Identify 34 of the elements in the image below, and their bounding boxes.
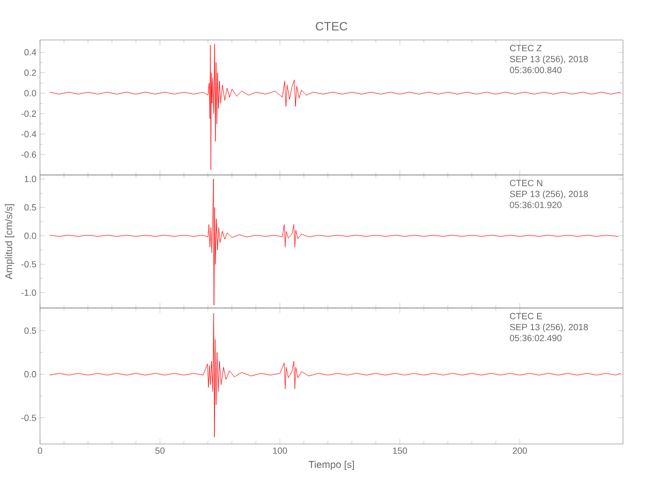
y-tick-label: 1.0	[24, 176, 36, 182]
y-tick-label: -0.5	[21, 261, 36, 268]
annotation: SEP 13 (256), 2018	[510, 324, 588, 332]
y-tick-label: 0.0	[24, 232, 36, 239]
y-tick-label: -0.6	[21, 151, 36, 158]
y-axis-title: Amplitud [cm/s/s]	[4, 204, 14, 280]
x-tick-label: 0	[38, 448, 42, 454]
x-tick-label: 100	[273, 448, 288, 454]
annotation: SEP 13 (256), 2018	[510, 56, 588, 64]
y-tick-label: 0.0	[24, 90, 36, 96]
x-tick-label: 150	[393, 448, 408, 454]
y-tick-label: 0.5	[24, 204, 36, 211]
x-tick-label: 200	[512, 448, 527, 454]
y-tick-label: 0.0	[24, 371, 36, 378]
x-axis-title: Tiempo [s]	[308, 460, 354, 470]
line-series	[49, 178, 618, 306]
annotation: CTEC Z	[510, 44, 542, 52]
line-series	[49, 44, 621, 170]
y-tick-label: 0.4	[24, 49, 36, 56]
annotation: CTEC N	[510, 180, 542, 186]
line-series	[49, 312, 621, 438]
y-tick-label: -0.4	[21, 130, 36, 138]
y-tick-label: -0.5	[21, 414, 36, 422]
x-tick-label: 50	[155, 448, 165, 454]
y-tick-label: 0.2	[24, 70, 36, 76]
y-tick-label: -0.2	[21, 110, 36, 117]
annotation: 05:36:00.840	[510, 66, 562, 74]
annotation: CTEC E	[510, 312, 542, 320]
annotation: SEP 13 (256), 2018	[510, 190, 588, 199]
annotation: 05:36:01.920	[510, 202, 562, 208]
y-tick-label: -1.0	[21, 289, 36, 296]
annotation: 05:36:02.490	[510, 334, 562, 342]
y-tick-label: 0.5	[24, 327, 36, 334]
chart-title: CTEC	[316, 22, 348, 30]
